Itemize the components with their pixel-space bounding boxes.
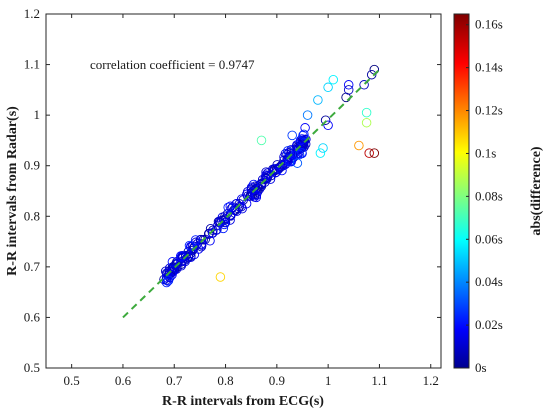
data-point [167,257,178,267]
y-tick-label: 0.8 [24,208,40,223]
data-point [354,140,364,151]
data-point [315,148,326,158]
data-point [184,240,195,251]
data-point [299,129,309,140]
colorbar-tick-label: 0.06s [475,231,503,246]
data-point [177,256,187,266]
data-points [159,64,380,288]
colorbar-tick-label: 0.1s [475,145,496,160]
data-point [223,202,233,213]
data-point [161,273,172,283]
y-tick-label: 0.6 [24,309,41,324]
data-point [163,275,174,286]
data-point [246,182,257,193]
y-axis-label: R-R intervals from Radar(s) [5,106,20,276]
colorbar-tick-label: 0.12s [475,103,503,118]
data-point [277,165,287,176]
data-point [286,155,296,166]
data-point [292,158,303,168]
data-point [318,143,328,153]
colorbar-label: abs(difference) [529,146,544,235]
data-point [260,177,270,187]
x-axis-label: R-R intervals from ECG(s) [162,394,324,409]
data-point [213,220,223,231]
colorbar [453,13,470,369]
data-point [294,149,305,160]
data-point [297,148,307,158]
data-point [328,74,339,85]
data-point [256,135,267,146]
data-point [369,148,380,158]
data-point [251,190,262,201]
x-tick-label: 0.7 [166,373,183,388]
data-point [361,107,372,118]
x-tick-label: 1 [325,373,332,388]
data-point [256,180,267,190]
x-tick-label: 0.6 [115,373,132,388]
data-point [189,249,200,260]
colorbar-tick-label: 0.14s [475,60,503,75]
data-point [361,117,372,128]
colorbar-tick-label: 0.16s [475,17,503,32]
y-tick-label: 1.1 [24,57,40,72]
x-tick-label: 0.5 [64,373,80,388]
x-tick-label: 1.1 [371,373,387,388]
data-point [366,69,377,80]
data-point [248,179,259,190]
y-tick-label: 0.5 [24,360,40,375]
data-point [225,201,236,212]
data-point [302,110,313,120]
colorbar-tick-label: 0s [475,360,487,375]
data-point [364,148,374,158]
x-tick-label: 1.2 [423,373,439,388]
data-point [298,130,308,141]
data-point [190,235,201,245]
data-point [359,80,369,90]
y-axis-ticks: 0.5 0.6 0.7 0.8 0.9 1 1.1 1.2 [24,6,441,375]
x-axis-ticks: 0.5 0.6 0.7 0.8 0.9 1 1.1 1.2 [64,14,439,388]
y-tick-label: 1.2 [24,6,40,21]
data-point [343,80,354,90]
data-point [320,115,331,125]
colorbar-tick-label: 0.02s [475,317,503,332]
y-tick-label: 1 [34,107,41,122]
x-tick-label: 0.8 [217,373,233,388]
data-point [205,236,215,246]
data-point [161,277,172,288]
colorbar-tick-label: 0.08s [475,188,503,203]
data-point [287,130,297,141]
data-point [283,146,293,156]
y-tick-label: 0.7 [24,259,41,274]
colorbar-ticks: 0s 0.02s 0.04s 0.06s 0.08s 0.1s 0.12s 0.14s 0.16… [466,17,503,375]
data-point [218,223,229,234]
data-point [323,82,333,93]
data-point [313,95,323,105]
data-point [241,198,252,209]
data-point [300,123,310,133]
data-point [323,120,333,131]
data-point [280,148,291,159]
y-tick-label: 0.9 [24,158,40,173]
data-point [215,272,226,282]
x-tick-label: 0.9 [269,373,285,388]
correlation-annotation: correlation coefficient = 0.9747 [90,57,255,72]
data-point [343,85,354,95]
data-point [270,167,281,178]
colorbar-tick-label: 0.04s [475,274,503,289]
